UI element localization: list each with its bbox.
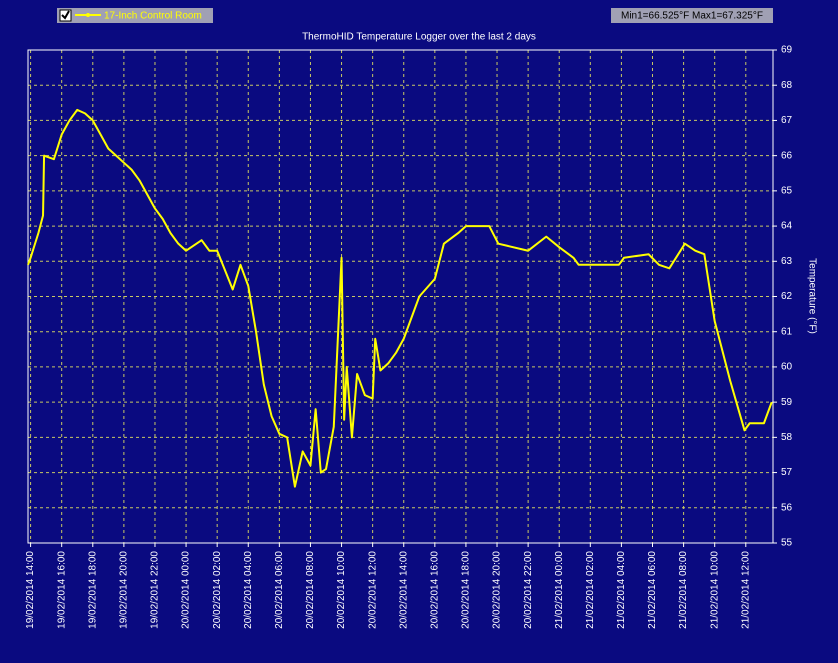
x-tick-label: 21/02/2014 02:00 <box>585 551 596 629</box>
y-tick-label: 58 <box>781 432 793 443</box>
x-tick-label: 21/02/2014 12:00 <box>740 551 751 629</box>
x-tick-label: 21/02/2014 04:00 <box>616 551 627 629</box>
x-tick-label: 20/02/2014 18:00 <box>461 551 472 629</box>
chart-title: ThermoHID Temperature Logger over the la… <box>302 32 536 43</box>
x-tick-label: 19/02/2014 22:00 <box>150 551 161 629</box>
checkbox-check <box>61 10 70 20</box>
y-tick-label: 61 <box>781 326 793 337</box>
x-tick-label: 20/02/2014 08:00 <box>305 551 316 629</box>
x-tick-label: 21/02/2014 00:00 <box>554 551 565 629</box>
x-tick-label: 20/02/2014 10:00 <box>336 551 347 629</box>
y-tick-label: 69 <box>781 45 793 56</box>
x-tick-label: 20/02/2014 20:00 <box>492 551 503 629</box>
y-tick-label: 55 <box>781 538 793 549</box>
x-tick-label: 20/02/2014 14:00 <box>398 551 409 629</box>
y-tick-label: 63 <box>781 256 793 267</box>
legend-box <box>57 8 213 23</box>
plot-frame <box>27 49 774 544</box>
y-tick-label: 62 <box>781 291 793 302</box>
x-tick-label: 20/02/2014 22:00 <box>523 551 534 629</box>
y-tick-label: 64 <box>781 221 793 232</box>
x-tick-label: 20/02/2014 04:00 <box>243 551 254 629</box>
x-tick-label: 19/02/2014 20:00 <box>119 551 130 629</box>
x-tick-label: 20/02/2014 16:00 <box>429 551 440 629</box>
x-tick-label: 19/02/2014 14:00 <box>25 551 36 629</box>
legend-marker <box>86 13 90 17</box>
y-tick-label: 66 <box>781 150 793 161</box>
x-tick-label: 21/02/2014 10:00 <box>709 551 720 629</box>
data-line <box>27 108 773 488</box>
stats-box <box>611 8 773 23</box>
y-tick-label: 56 <box>781 502 793 513</box>
x-tick-label: 19/02/2014 18:00 <box>87 551 98 629</box>
x-tick-label: 21/02/2014 06:00 <box>647 551 658 629</box>
y-tick-label: 67 <box>781 115 793 126</box>
x-tick-label: 21/02/2014 08:00 <box>678 551 689 629</box>
x-tick-label: 20/02/2014 02:00 <box>212 551 223 629</box>
legend-label: 17-Inch Control Room <box>104 11 202 22</box>
y-tick-label: 57 <box>781 467 793 478</box>
y-axis-label: Temperature (°F) <box>806 258 817 334</box>
y-tick-label: 68 <box>781 80 793 91</box>
y-tick-label: 60 <box>781 362 793 373</box>
x-tick-label: 20/02/2014 06:00 <box>274 551 285 629</box>
y-tick-label: 59 <box>781 397 793 408</box>
x-tick-label: 19/02/2014 16:00 <box>56 551 67 629</box>
x-tick-label: 20/02/2014 00:00 <box>181 551 192 629</box>
x-tick-label: 20/02/2014 12:00 <box>367 551 378 629</box>
stats-text: Min1=66.525°F Max1=67.325°F <box>621 11 763 22</box>
y-tick-label: 65 <box>781 185 793 196</box>
